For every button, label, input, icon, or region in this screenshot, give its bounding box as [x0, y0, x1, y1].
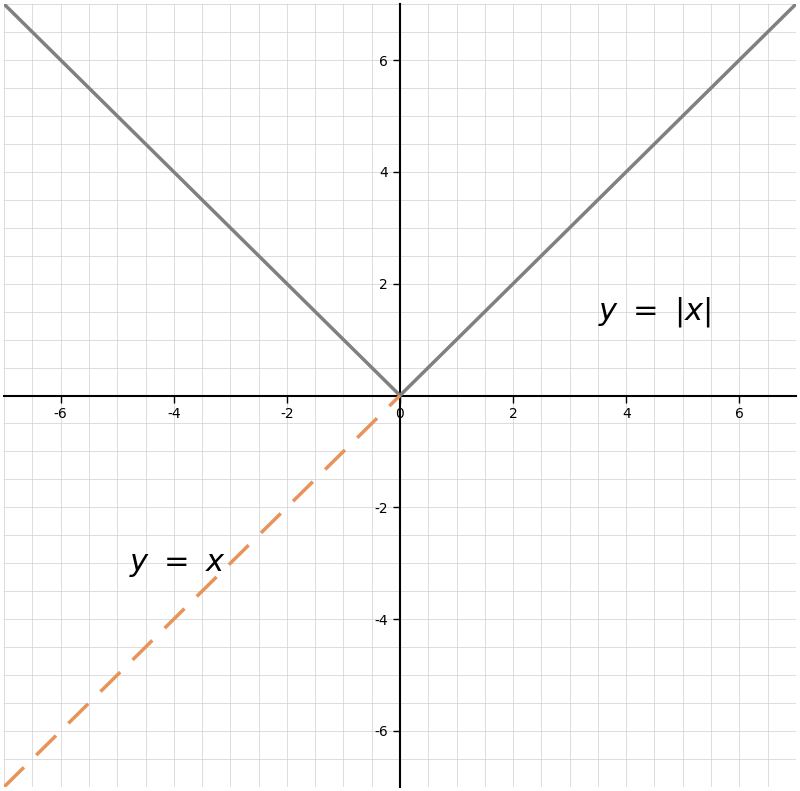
Text: $y \ = \ x$: $y \ = \ x$: [129, 547, 225, 579]
Text: $y \ = \ |x|$: $y \ = \ |x|$: [598, 294, 710, 328]
